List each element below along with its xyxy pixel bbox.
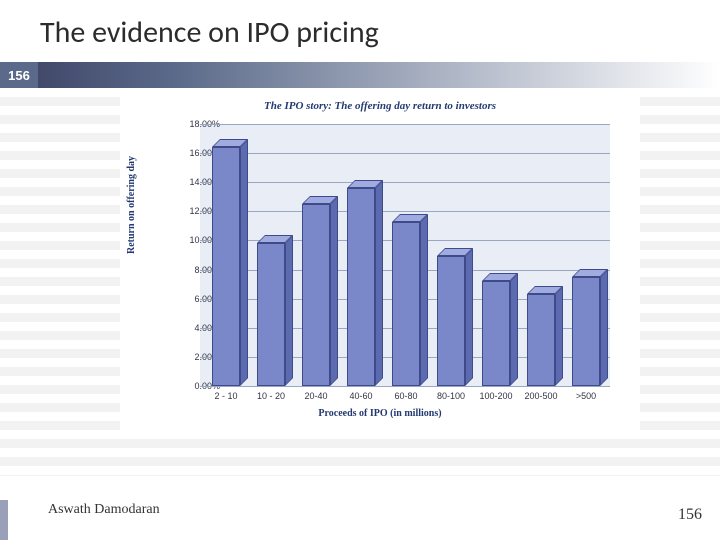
bar-side: [465, 248, 473, 386]
bar: [257, 243, 285, 386]
x-tick-label: >500: [561, 391, 611, 401]
bar-front: [347, 188, 375, 386]
title-box: The evidence on IPO pricing: [40, 14, 680, 51]
bars-group: [200, 124, 610, 386]
bar: [302, 204, 330, 386]
bar-front: [482, 281, 510, 386]
bar-side: [240, 139, 248, 386]
bar-side: [510, 273, 518, 386]
slide-number-badge: 156: [0, 62, 38, 88]
x-tick-label: 20-40: [291, 391, 341, 401]
x-tick-label: 40-60: [336, 391, 386, 401]
bar-front: [572, 277, 600, 386]
bar: [482, 281, 510, 386]
x-tick-label: 80-100: [426, 391, 476, 401]
bar-side: [555, 286, 563, 386]
bar-side: [375, 180, 383, 386]
bar-front: [302, 204, 330, 386]
author-label: Aswath Damodaran: [48, 502, 160, 518]
x-tick-label: 100-200: [471, 391, 521, 401]
bar: [437, 256, 465, 386]
bar: [392, 222, 420, 386]
x-tick-label: 60-80: [381, 391, 431, 401]
bar-front: [212, 147, 240, 386]
header-band: 156: [0, 62, 720, 88]
x-tick-label: 2 - 10: [201, 391, 251, 401]
x-axis-title: Proceeds of IPO (in millions): [120, 408, 640, 419]
bar-side: [600, 269, 608, 386]
bar-side: [330, 196, 338, 386]
bar: [347, 188, 375, 386]
bar-front: [392, 222, 420, 386]
page-title: The evidence on IPO pricing: [40, 14, 680, 51]
footer-accent: [0, 500, 8, 540]
chart-title: The IPO story: The offering day return t…: [120, 100, 640, 112]
y-axis-title: Return on offering day: [126, 156, 137, 254]
page-number: 156: [678, 506, 702, 524]
bar: [572, 277, 600, 386]
bar-side: [420, 214, 428, 386]
grid-line: [200, 386, 610, 387]
x-tick-label: 10 - 20: [246, 391, 296, 401]
bar: [212, 147, 240, 386]
slide-root: The evidence on IPO pricing 156 The IPO …: [0, 0, 720, 540]
bar-front: [257, 243, 285, 386]
bar-front: [527, 294, 555, 386]
header-gradient: [38, 62, 720, 88]
x-tick-label: 200-500: [516, 391, 566, 401]
bar: [527, 294, 555, 386]
bar-side: [285, 235, 293, 386]
bar-front: [437, 256, 465, 386]
ipo-chart: The IPO story: The offering day return t…: [120, 94, 640, 430]
